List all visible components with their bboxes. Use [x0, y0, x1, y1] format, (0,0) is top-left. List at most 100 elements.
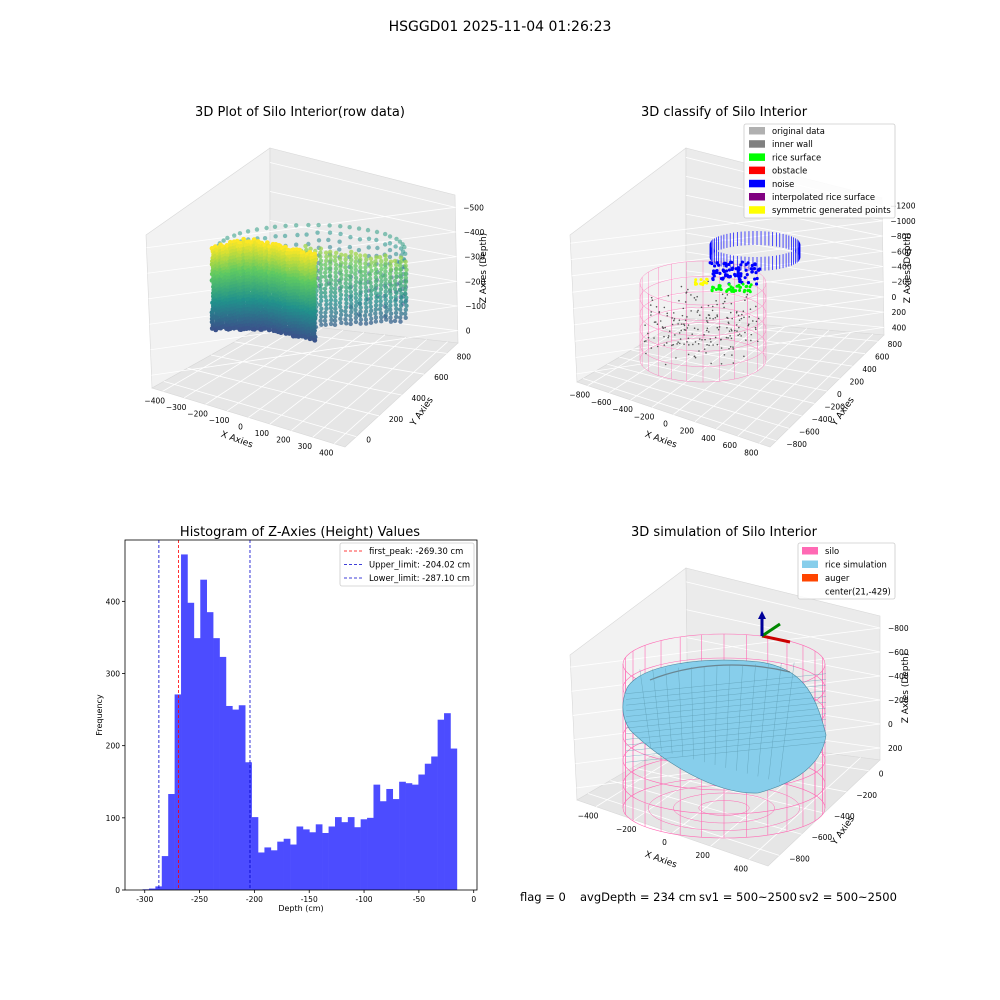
x-tick-label: -200 [246, 895, 263, 904]
inner-point [697, 343, 700, 345]
noise-point [721, 269, 726, 273]
z-tick-label: 400 [892, 323, 907, 332]
auger-axis-y [761, 622, 781, 638]
raw-point [343, 281, 348, 286]
raw-point [344, 293, 349, 298]
raw-point [338, 288, 343, 294]
raw-point [344, 285, 349, 290]
noise-point [744, 268, 748, 272]
raw-point [316, 222, 321, 228]
noise-point [711, 277, 715, 282]
histogram-x-ticks: -300 -250 -200 -150 -100 -50 0 [136, 890, 476, 904]
inner-point [732, 348, 735, 350]
raw-point [303, 243, 308, 249]
raw-point [262, 236, 268, 241]
grid-line [685, 289, 884, 313]
raw-point [372, 287, 378, 292]
x-tick-label: −400 [578, 812, 599, 821]
raw-point [358, 309, 363, 314]
raw-point [403, 291, 408, 296]
mesh-line [625, 690, 827, 712]
inner-point [666, 314, 669, 317]
inner-point [693, 355, 696, 358]
inner-point [720, 362, 723, 365]
inner-point [667, 335, 670, 337]
raw-point [353, 263, 358, 269]
inner-point [749, 308, 752, 310]
raw-point [354, 299, 359, 305]
raw-point [327, 273, 333, 279]
raw-point [398, 259, 404, 264]
classify-z-ticks: 400 200 0 −200 −400 −600 −800 −1000 −1200 [890, 202, 916, 333]
y-tick-label: −600 [799, 427, 820, 436]
inner-point [720, 338, 722, 341]
inner-point [716, 315, 719, 318]
raw-point [332, 318, 338, 324]
raw-point [357, 237, 363, 242]
legend-label: noise [772, 179, 794, 189]
inner-point [667, 336, 670, 339]
raw-point [338, 316, 343, 322]
inner-point [723, 306, 725, 309]
mesh-line [725, 665, 731, 768]
raw-point [338, 264, 343, 270]
raw-point [398, 267, 403, 272]
raw-point [382, 273, 388, 278]
raw-point [353, 303, 359, 309]
mesh-line [625, 684, 827, 706]
classify-y-ticks: −800 −600 −400 −200 0 200 400 600 800 [786, 340, 902, 449]
raw-point [318, 310, 323, 315]
raw-point [382, 242, 388, 247]
symmetric-point [699, 278, 703, 282]
raw-point [398, 303, 404, 308]
raw-point [379, 267, 384, 272]
inner-point [667, 294, 670, 297]
inner-point [695, 299, 697, 301]
z-tick-label: 0 [888, 720, 893, 729]
raw-point [397, 239, 403, 244]
raw-point [353, 283, 358, 289]
histogram-legend-box [339, 542, 475, 587]
raw-point [387, 241, 393, 246]
status-sv2: sv2 = 500~2500 [799, 890, 897, 904]
raw-point [393, 270, 399, 276]
mesh-line [625, 702, 827, 723]
histogram-bar [424, 763, 432, 890]
raw-point [348, 317, 354, 323]
raw-point [398, 275, 404, 280]
inner-point [678, 332, 681, 334]
legend-label: Upper_limit: -204.02 cm [369, 560, 470, 570]
mesh-line [678, 667, 684, 757]
raw-point [373, 291, 379, 296]
legend-label: rice surface [772, 152, 821, 162]
inner-point [686, 341, 688, 343]
noise-point [736, 271, 741, 275]
x-tick-label: -300 [136, 895, 153, 904]
simulation-z-label: Z Axies (Depth) [901, 653, 911, 724]
inner-point [738, 319, 741, 322]
raw-point [347, 225, 352, 230]
raw-point [344, 321, 349, 326]
raw-point [388, 259, 394, 264]
grid-line [582, 378, 777, 442]
inner-point [644, 324, 646, 326]
inner-point [718, 326, 721, 328]
inner-point [707, 331, 710, 333]
raw-point [318, 282, 324, 287]
raw-point [404, 267, 409, 272]
inner-point [687, 288, 689, 291]
inner-point [742, 310, 745, 313]
raw-point [378, 275, 384, 280]
raw-point [339, 320, 344, 326]
classify-legend: original data inner wall rice surface obsta… [743, 123, 896, 219]
histogram-bar [238, 705, 246, 890]
legend-label: rice simulation [825, 560, 887, 570]
raw-point [357, 313, 363, 318]
raw-point [318, 250, 323, 255]
raw-point [383, 269, 388, 274]
raw-point [232, 233, 237, 238]
raw-point [393, 310, 399, 316]
legend-swatch [802, 560, 818, 568]
raw-x-label: X Axies [219, 430, 254, 451]
legend-swatch [749, 166, 765, 175]
